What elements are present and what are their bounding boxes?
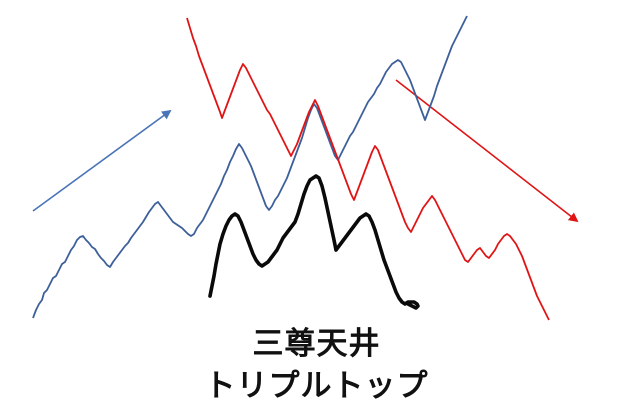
uptrend-arrow [32,109,172,212]
black-triple-top-line [208,174,420,310]
blue-price-line [32,15,468,319]
downtrend-arrow [395,79,579,223]
caption-title-katakana: トリプルトップ [204,368,429,404]
caption-title-kanji: 三尊天井 [252,326,381,362]
red-price-line [186,17,550,321]
